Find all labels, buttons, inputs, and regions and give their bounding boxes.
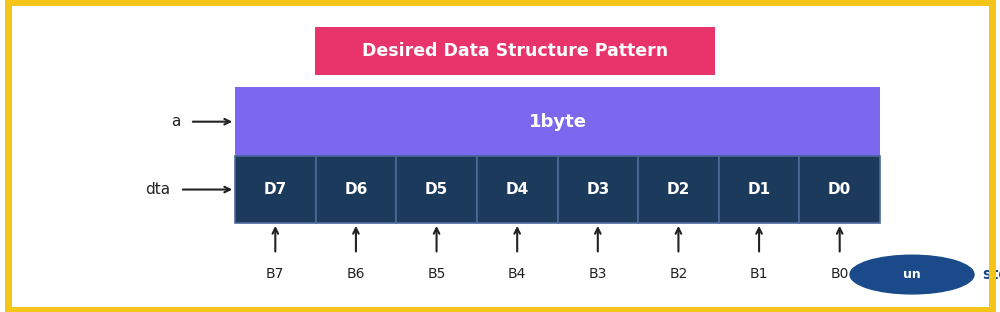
- Text: D4: D4: [506, 182, 529, 197]
- FancyBboxPatch shape: [799, 156, 880, 223]
- Text: B0: B0: [830, 267, 849, 281]
- Text: B6: B6: [347, 267, 365, 281]
- Circle shape: [850, 255, 974, 294]
- Text: B5: B5: [427, 267, 446, 281]
- Text: D6: D6: [344, 182, 368, 197]
- Text: D2: D2: [667, 182, 690, 197]
- Text: B3: B3: [589, 267, 607, 281]
- FancyBboxPatch shape: [558, 156, 638, 223]
- Text: D3: D3: [586, 182, 609, 197]
- FancyBboxPatch shape: [477, 156, 558, 223]
- Text: D5: D5: [425, 182, 448, 197]
- FancyBboxPatch shape: [316, 156, 396, 223]
- Text: D0: D0: [828, 182, 851, 197]
- Text: a: a: [171, 114, 180, 129]
- Text: stop: stop: [982, 267, 1000, 282]
- FancyBboxPatch shape: [315, 27, 715, 75]
- Text: dta: dta: [145, 182, 170, 197]
- Text: D7: D7: [264, 182, 287, 197]
- FancyBboxPatch shape: [638, 156, 719, 223]
- FancyBboxPatch shape: [719, 156, 799, 223]
- Text: B7: B7: [266, 267, 284, 281]
- Text: B2: B2: [669, 267, 688, 281]
- Text: B4: B4: [508, 267, 526, 281]
- FancyBboxPatch shape: [396, 156, 477, 223]
- Text: B1: B1: [750, 267, 768, 281]
- FancyBboxPatch shape: [235, 156, 316, 223]
- Text: Desired Data Structure Pattern: Desired Data Structure Pattern: [362, 42, 668, 60]
- Text: D1: D1: [748, 182, 771, 197]
- Text: un: un: [903, 268, 921, 281]
- Text: 1byte: 1byte: [528, 113, 586, 131]
- FancyBboxPatch shape: [235, 87, 880, 156]
